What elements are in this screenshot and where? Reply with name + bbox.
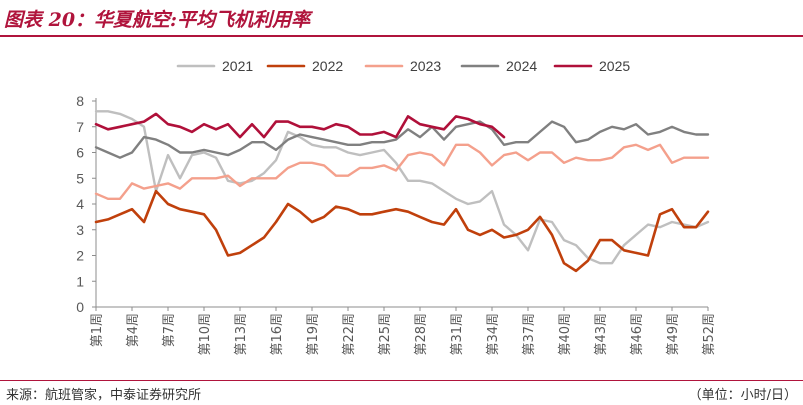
unit-note: （单位：小时/日） xyxy=(688,388,797,403)
x-tick-label: 第19周 xyxy=(306,313,321,356)
y-tick-label: 1 xyxy=(76,273,84,289)
y-tick-label: 4 xyxy=(76,196,84,212)
line-chart: 2021 2022 2023 2024 2025 0 1 2 3 4 5 6 7 8 第1周 第4周 第7周… xyxy=(76,58,717,356)
y-tick-label: 7 xyxy=(76,119,84,135)
x-tick-label: 第16周 xyxy=(270,313,285,356)
series-line-2025 xyxy=(94,112,506,139)
x-tick-label: 第13周 xyxy=(234,313,249,356)
legend-label-2022: 2022 xyxy=(312,58,343,74)
legend-label-2024: 2024 xyxy=(506,58,537,74)
x-tick-label: 第40周 xyxy=(558,313,573,356)
series-line-2024 xyxy=(94,120,710,159)
x-tick-label: 第37周 xyxy=(522,313,537,356)
title-divider xyxy=(0,35,803,37)
x-tick-label: 第28周 xyxy=(414,313,429,356)
x-tick-label: 第22周 xyxy=(342,313,357,356)
x-tick-label: 第7周 xyxy=(162,313,177,347)
y-tick-label: 8 xyxy=(76,93,84,109)
y-tick-label: 3 xyxy=(76,222,84,238)
legend-label-2021: 2021 xyxy=(222,58,253,74)
x-tick-label: 第46周 xyxy=(630,313,645,356)
x-tick-label: 第10周 xyxy=(198,313,213,356)
y-tick-label: 0 xyxy=(76,299,84,315)
x-tick-label: 第4周 xyxy=(126,313,141,347)
x-axis: 第1周 第4周 第7周 第10周 第13周 第16周 第19周 第22周 第25周 第28周 第31… xyxy=(90,306,717,356)
legend-label-2023: 2023 xyxy=(410,58,441,74)
chart-legend: 2021 2022 2023 2024 2025 xyxy=(176,58,630,74)
series-line-2023 xyxy=(94,143,710,201)
series-line-2021 xyxy=(94,110,710,265)
x-tick-label: 第31周 xyxy=(450,313,465,356)
footer-divider xyxy=(0,380,803,381)
y-tick-label: 6 xyxy=(76,145,84,161)
y-tick-label: 5 xyxy=(76,170,84,186)
x-tick-label: 第43周 xyxy=(594,313,609,356)
x-tick-label: 第34周 xyxy=(486,313,501,356)
series-line-2022 xyxy=(94,189,710,273)
figure-title: 图表 20：华夏航空:平均飞机利用率 xyxy=(4,9,311,31)
series-layer xyxy=(94,110,710,273)
source-note: 来源：航班管家，中泰证券研究所 xyxy=(6,388,202,403)
y-tick-label: 2 xyxy=(76,248,84,264)
x-tick-label: 第25周 xyxy=(378,313,393,356)
x-tick-label: 第52周 xyxy=(702,313,717,356)
x-tick-label: 第49周 xyxy=(666,313,681,356)
legend-label-2025: 2025 xyxy=(599,58,630,74)
x-tick-label: 第1周 xyxy=(90,313,105,347)
y-axis: 0 1 2 3 4 5 6 7 8 xyxy=(76,93,97,315)
